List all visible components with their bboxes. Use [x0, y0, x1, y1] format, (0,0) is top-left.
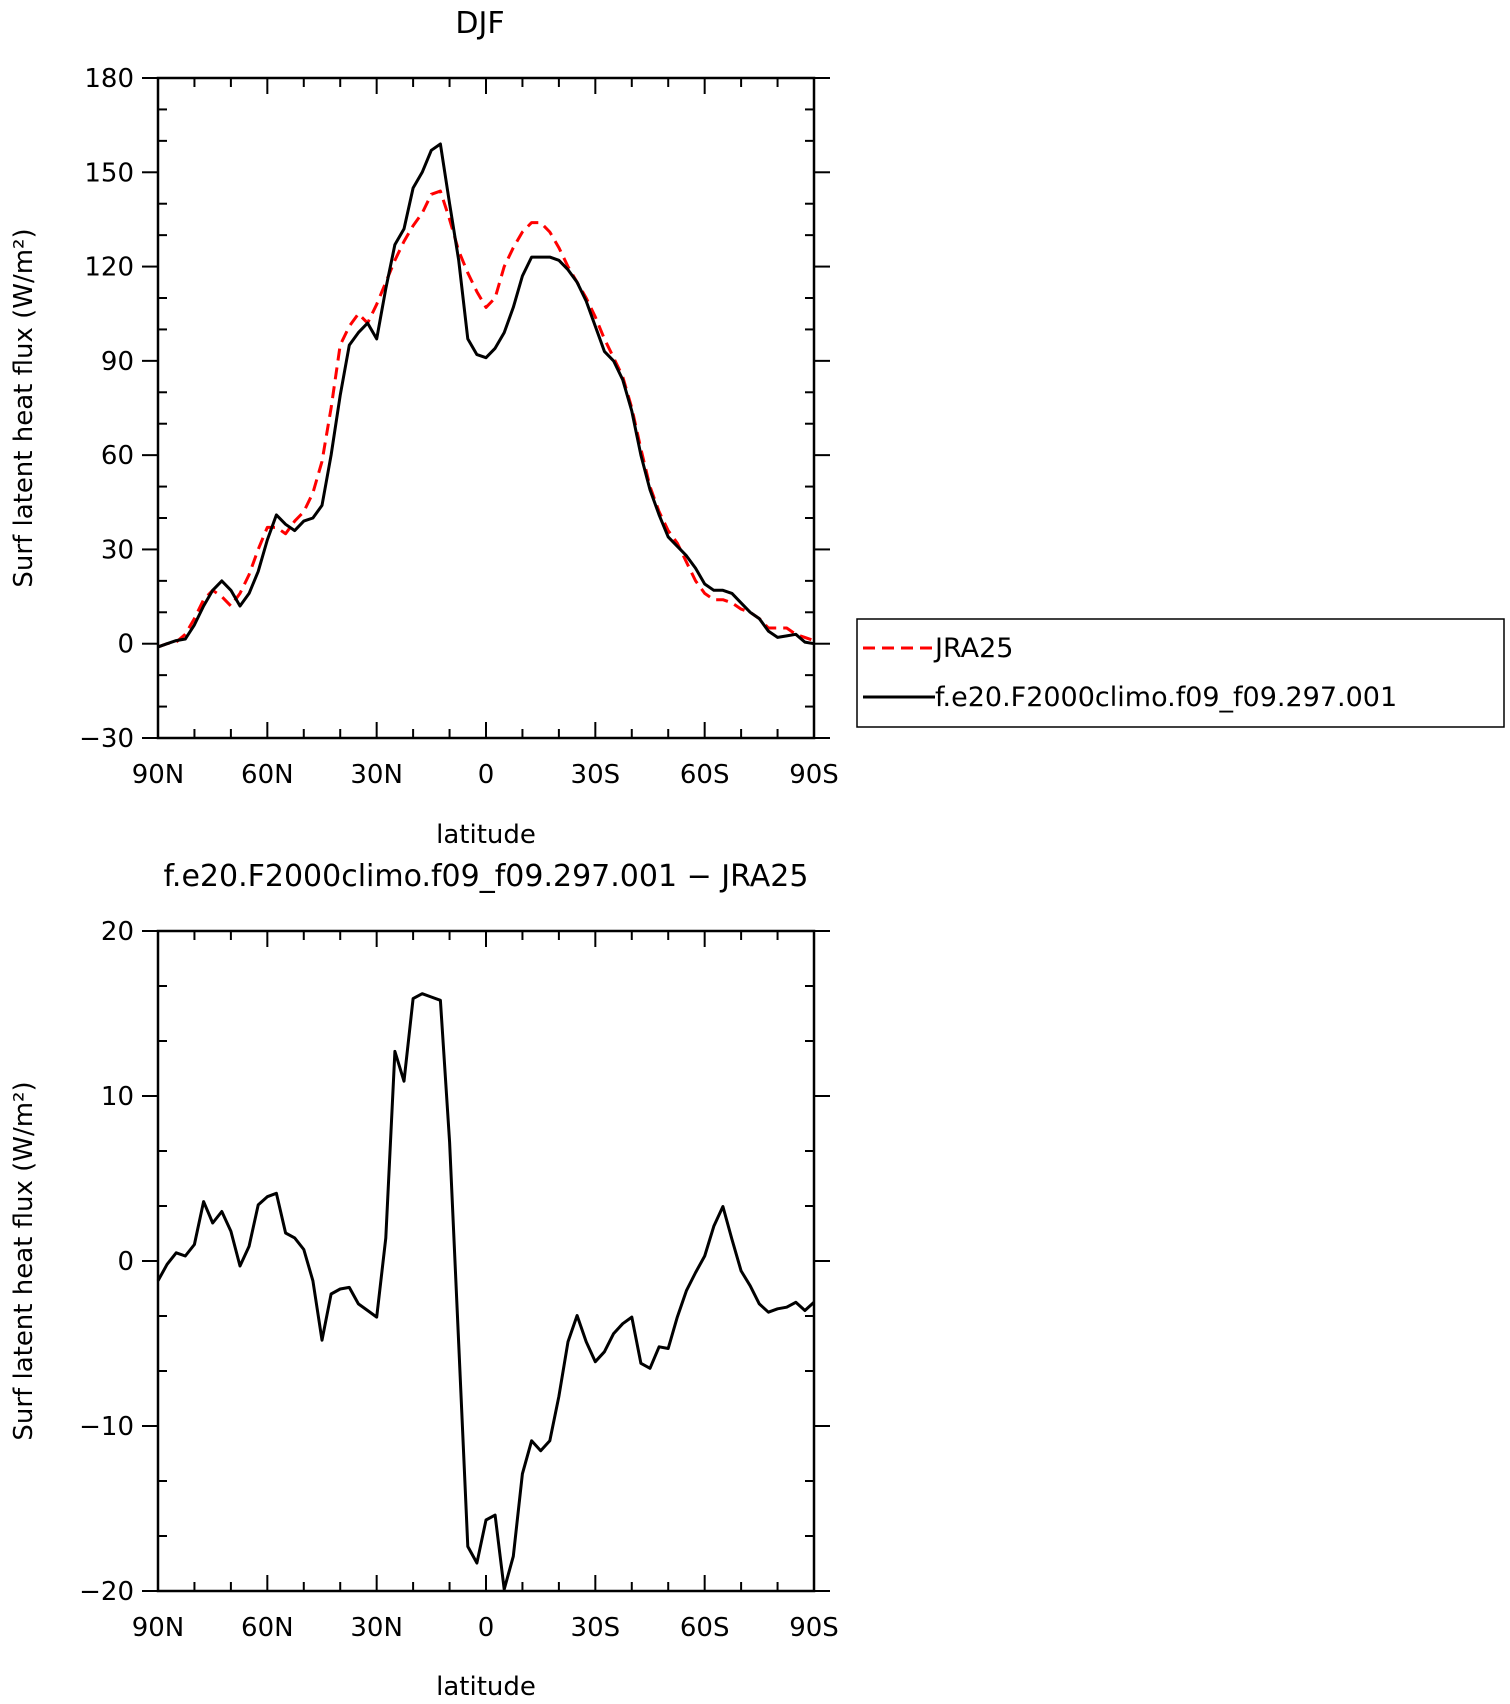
bottom-panel: f.e20.F2000climo.f09_f09.297.001 − JRA25…	[9, 859, 839, 1702]
legend-box	[856, 618, 1505, 728]
bottom-x-tick-label: 30S	[571, 1613, 621, 1643]
bottom-x-axis-label: latitude	[436, 1672, 536, 1702]
legend: JRA25 f.e20.F2000climo.f09_f09.297.001	[856, 618, 1505, 728]
top-x-tick-label: 30N	[350, 760, 403, 790]
bottom-x-tick-label: 60N	[241, 1613, 294, 1643]
bottom-y-tick-label: 10	[101, 1082, 134, 1112]
top-y-tick-label: 0	[117, 630, 134, 660]
bottom-series-group	[156, 992, 816, 1591]
bottom-x-tick-label: 0	[478, 1613, 495, 1643]
top-x-tick-label: 30S	[571, 760, 621, 790]
top-y-tick-label: 90	[101, 347, 134, 377]
bottom-y-tick-label: 0	[117, 1247, 134, 1277]
bottom-y-tick-label: −20	[79, 1577, 134, 1607]
top-series-group	[157, 142, 815, 649]
bottom-y-tick-label: 20	[101, 917, 134, 947]
top-y-tick-label: 120	[84, 253, 134, 283]
bottom-series-line-0	[156, 992, 816, 1591]
top-y-tick-label: −30	[79, 724, 134, 754]
top-x-tick-label: 60S	[680, 760, 730, 790]
top-y-tick-label: 60	[101, 441, 134, 471]
bottom-x-tick-label: 60S	[680, 1613, 730, 1643]
bottom-y-axis-label: Surf latent heat flux (W/m²)	[9, 1081, 39, 1440]
top-series-line-0	[157, 189, 815, 649]
bottom-x-tick-label: 30N	[350, 1613, 403, 1643]
top-y-tick-label: 30	[101, 535, 134, 565]
legend-label-jra25: JRA25	[933, 633, 1013, 664]
bottom-x-tick-label: 90N	[132, 1613, 185, 1643]
bottom-x-tick-label: 90S	[789, 1613, 839, 1643]
bottom-chart-title: f.e20.F2000climo.f09_f09.297.001 − JRA25	[164, 859, 809, 894]
top-x-tick-label: 0	[478, 760, 495, 790]
bottom-ticks-group: 90N 60N 30N 0 30S 60S 90S −20 −10 0 10 20	[79, 917, 839, 1643]
top-plot-frame	[156, 76, 816, 740]
top-x-tick-label: 90N	[132, 760, 185, 790]
top-x-axis-label: latitude	[436, 820, 536, 850]
top-chart-title: DJF	[455, 6, 504, 41]
legend-label-model: f.e20.F2000climo.f09_f09.297.001	[935, 682, 1397, 713]
top-x-tick-label: 60N	[241, 760, 294, 790]
top-y-tick-label: 150	[84, 158, 134, 188]
bottom-y-tick-label: −10	[79, 1412, 134, 1442]
top-ticks-group: 90N 60N 30N 0 30S 60S 90S −30 0 30 60 90 120 150 180	[79, 64, 839, 790]
top-series-line-1	[157, 142, 815, 649]
top-y-tick-label: 180	[84, 64, 134, 94]
top-y-axis-label: Surf latent heat flux (W/m²)	[9, 228, 39, 587]
bottom-plot-frame	[156, 929, 816, 1593]
top-x-tick-label: 90S	[789, 760, 839, 790]
top-panel: DJF 90N 60N 30N 0 30S 60S 90S −30 0 30 60 90 120 150 1…	[9, 6, 839, 850]
